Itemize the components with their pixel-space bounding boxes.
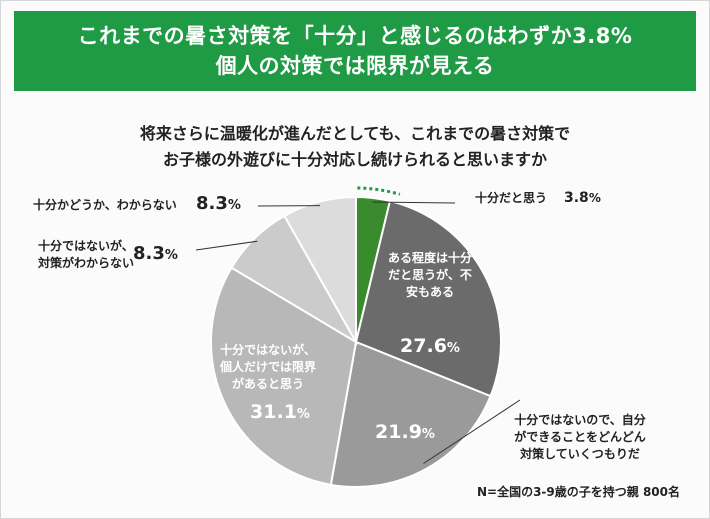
value-self-measures: 21.9% — [375, 421, 435, 443]
highlight-dotted-arc — [357, 186, 401, 196]
label-anxious-line-3: 安もある — [406, 284, 454, 299]
leader-unknown-measure — [195, 240, 258, 251]
slice-somewhat-anxious — [354, 199, 502, 398]
question-line-1: 将来さらに温暖化が進んだとしても、これまでの暑さ対策で — [139, 124, 571, 143]
leader-lines — [195, 186, 521, 464]
value-unknown-measure: 8.3% — [133, 243, 178, 264]
label-unknown: 十分かどうか、わからない — [33, 197, 177, 212]
question-line-2: お子様の外遊びに十分対応し続けられると思いますか — [162, 150, 547, 169]
question-text: 将来さらに温暖化が進んだとしても、これまでの暑さ対策で お子様の外遊びに十分対応… — [0, 121, 710, 173]
label-anxious-line-2: だと思うが、不 — [388, 267, 472, 282]
slice-individual-limit — [210, 266, 358, 486]
pie-slices — [210, 195, 502, 488]
headline-line-2: 個人の対策では限界が見える — [215, 54, 495, 78]
value-sufficient: 3.8% — [564, 190, 601, 206]
slice-self-measures — [329, 340, 492, 488]
label-anxious-line-1: ある程度は十分 — [388, 250, 472, 265]
headline-banner: これまでの暑さ対策を「十分」と感じるのはわずか3.8% 個人の対策では限界が見え… — [14, 11, 696, 91]
label-unknown-measure-line-2: 対策がわからない — [37, 255, 134, 270]
sample-note: N=全国の3-9歳の子を持つ親 800名 — [476, 485, 680, 499]
label-unknown-measure-line-1: 十分ではないが、 — [38, 238, 134, 253]
headline-line-1: これまでの暑さ対策を「十分」と感じるのはわずか3.8% — [77, 24, 633, 48]
label-self-line-1: 十分ではないので、自分 — [514, 412, 646, 427]
label-self-line-3: 対策していくつもりだ — [519, 446, 640, 461]
label-limit-line-3: があると思う — [232, 376, 304, 391]
value-limit: 31.1% — [250, 401, 310, 423]
label-limit-line-2: 個人だけでは限界 — [219, 359, 316, 374]
label-limit-line-1: 十分ではないが、 — [220, 342, 316, 357]
label-self-line-2: ができることをどんどん — [514, 429, 645, 444]
slice-unknown — [283, 195, 357, 346]
value-unknown: 8.3% — [196, 193, 241, 214]
value-anxious: 27.6% — [400, 335, 460, 357]
leader-self-measures — [423, 399, 521, 464]
leader-sufficient — [372, 201, 456, 204]
label-sufficient: 十分だと思う — [475, 190, 547, 205]
